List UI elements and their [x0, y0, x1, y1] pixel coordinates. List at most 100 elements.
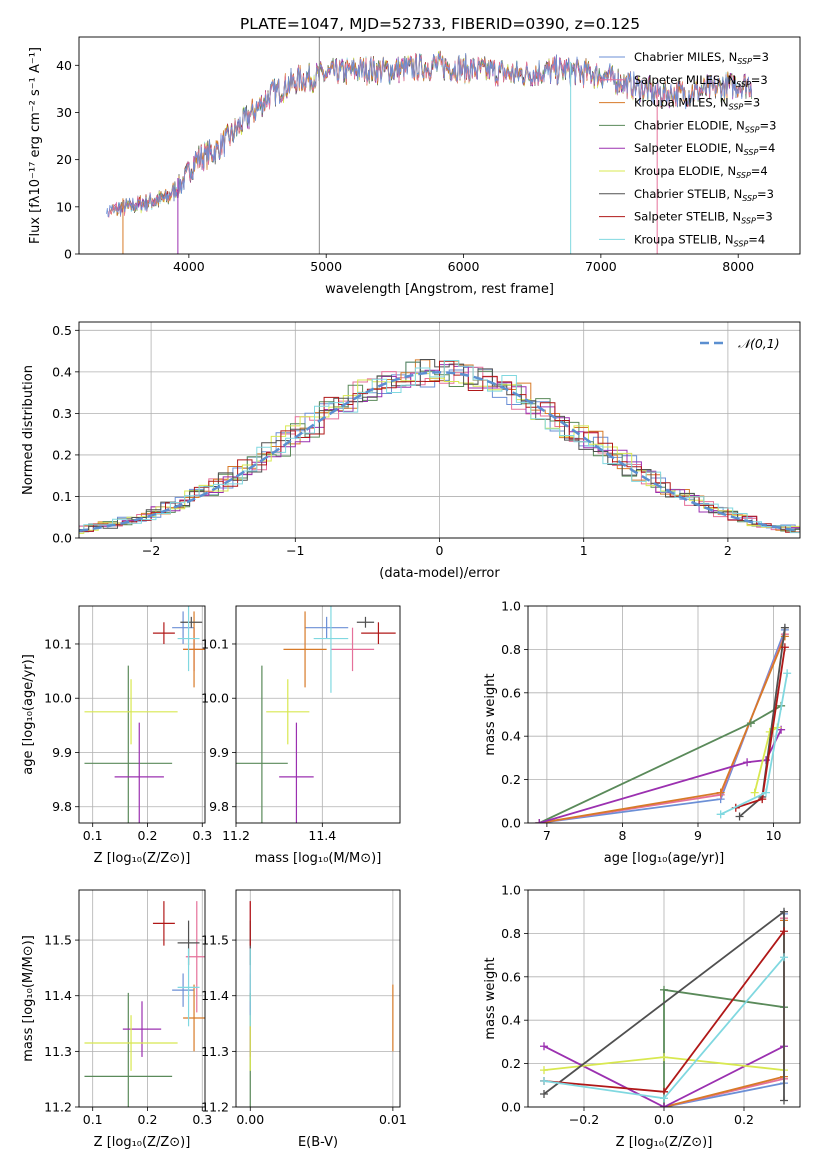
- y-tick-label: 0.4: [501, 1013, 521, 1028]
- x-tick-label: 9: [694, 828, 702, 843]
- y-tick-label: 11.5: [201, 933, 229, 948]
- x-tick-label: 7: [543, 828, 551, 843]
- x-tick-label: 7000: [585, 259, 617, 274]
- y-tick-label: 11.2: [201, 1100, 229, 1115]
- y-tick-label: 0.8: [501, 926, 521, 941]
- x-tick-label: 11.4: [308, 828, 336, 843]
- weight-marker: [660, 1103, 668, 1107]
- legend-label: Salpeter ELODIE, NSSP=4: [634, 141, 775, 157]
- weight-marker: [758, 795, 767, 804]
- y-tick-label: 20: [56, 152, 72, 167]
- plot-area-weight_vs_Z: [540, 907, 788, 1107]
- y-tick-label: 0.2: [52, 447, 72, 462]
- y-axis-label: mass weight: [483, 957, 498, 1039]
- axes-frame: [78, 605, 206, 824]
- weight-line: [663, 920, 785, 1107]
- normal-curve: [79, 371, 800, 532]
- y-tick-label: 0.2: [501, 1056, 521, 1071]
- y-tick-label: 0.8: [501, 642, 521, 657]
- plot-area-age_vs_mass: [236, 606, 396, 823]
- y-tick-label: 11.3: [201, 1044, 229, 1059]
- x-tick-label: 0.00: [236, 1112, 264, 1127]
- y-tick-label: 11.2: [44, 1100, 72, 1115]
- legend-label: Salpeter MILES, NSSP=3: [634, 73, 768, 89]
- x-tick-label: 0.3: [192, 828, 212, 843]
- x-tick-label: −0.2: [569, 1112, 599, 1127]
- axes-frame: [78, 889, 206, 1108]
- axes-frame: [78, 36, 801, 255]
- legend-label: 𝒩(0,1): [738, 336, 780, 351]
- y-tick-label: 11.4: [201, 988, 229, 1003]
- x-axis-label: (data-model)/error: [379, 566, 500, 581]
- x-axis-label: Z [log₁₀(Z/Z⊙)]: [616, 1135, 713, 1150]
- weight-marker: [660, 1053, 668, 1062]
- legend-label: Kroupa MILES, NSSP=3: [634, 96, 760, 112]
- y-tick-label: 0.6: [501, 685, 521, 700]
- legend-label: Kroupa STELIB, NSSP=4: [634, 232, 765, 248]
- x-axis-label: age [log₁₀(age/yr)]: [604, 851, 725, 866]
- x-tick-label: 0.3: [192, 1112, 212, 1127]
- plot-area-residuals: [79, 359, 800, 534]
- y-axis-label: mass weight: [483, 673, 498, 755]
- weight-marker: [535, 819, 544, 823]
- y-tick-label: 40: [56, 58, 72, 73]
- x-tick-label: 2: [724, 543, 732, 558]
- x-tick-label: 0: [436, 543, 444, 558]
- plot-area-mass_vs_Z: [84, 901, 205, 1107]
- y-tick-label: 1.0: [501, 883, 521, 898]
- x-tick-label: 0.2: [734, 1112, 754, 1127]
- x-tick-label: 8: [618, 828, 626, 843]
- y-axis-label: age [log₁₀(age/yr)]: [21, 654, 36, 775]
- weight-marker: [780, 927, 788, 936]
- x-tick-label: 0.01: [379, 1112, 407, 1127]
- y-tick-label: 0.0: [501, 816, 521, 831]
- x-axis-label: Z [log₁₀(Z/Z⊙)]: [94, 851, 191, 866]
- y-tick-label: 10.1: [44, 636, 72, 651]
- y-tick-label: 0.0: [501, 1100, 521, 1115]
- y-tick-label: 10.0: [201, 691, 229, 706]
- y-tick-label: 0.4: [52, 364, 72, 379]
- y-tick-label: 1.0: [501, 599, 521, 614]
- panel-age_vs_Z: 0.1 0.2 0.3 9.8 9.9 10.0 10.1 Z [log₁₀(Z/Z⊙)] ag…: [21, 605, 212, 866]
- y-tick-label: 10.0: [44, 691, 72, 706]
- axes-frame: [235, 605, 401, 824]
- weight-marker: [780, 643, 789, 652]
- y-tick-label: 11.5: [44, 933, 72, 948]
- legend-label: Chabrier STELIB, NSSP=3: [634, 187, 774, 203]
- x-axis-label: E(B-V): [298, 1135, 338, 1150]
- plot-area-mass_vs_ebv: [249, 901, 394, 1107]
- x-tick-label: 10: [766, 828, 782, 843]
- x-tick-label: 0.1: [83, 1112, 103, 1127]
- x-tick-label: −2: [142, 543, 160, 558]
- y-axis-label: Normed distribution: [21, 365, 36, 495]
- spectrum-line: [106, 53, 753, 218]
- x-tick-label: 4000: [173, 259, 205, 274]
- weight-marker: [780, 1096, 788, 1105]
- figure-title: PLATE=1047, MJD=52733, FIBERID=0390, z=0…: [240, 15, 640, 33]
- x-axis-label: Z [log₁₀(Z/Z⊙)]: [94, 1135, 191, 1150]
- axes-frame: [235, 889, 401, 1108]
- plot-area-weight_vs_age: [535, 623, 792, 823]
- y-tick-label: 0.2: [501, 772, 521, 787]
- y-tick-label: 0.1: [52, 489, 72, 504]
- y-tick-label: 0.3: [52, 406, 72, 421]
- y-tick-label: 9.8: [52, 799, 72, 814]
- x-tick-label: 11.2: [222, 828, 250, 843]
- weight-marker: [762, 788, 770, 797]
- x-axis-label: wavelength [Angstrom, rest frame]: [325, 282, 554, 297]
- y-tick-label: 0.0: [52, 531, 72, 546]
- weight-line: [663, 988, 785, 1107]
- axes-frame: [78, 321, 801, 539]
- x-axis-label: mass [log₁₀(M/M⊙)]: [255, 851, 382, 866]
- y-tick-label: 9.9: [209, 745, 229, 760]
- x-tick-label: 0.0: [654, 1112, 674, 1127]
- weight-marker: [743, 758, 752, 767]
- y-tick-label: 0.4: [501, 729, 521, 744]
- panel-mass_vs_ebv: 0.00 0.01 11.2 11.3 11.4 11.5 E(B-V): [201, 889, 407, 1150]
- x-tick-label: 8000: [722, 259, 754, 274]
- y-axis-label: Flux [fλ10⁻¹⁷ erg cm⁻² s⁻¹ A⁻¹]: [28, 47, 43, 244]
- y-tick-label: 10.1: [201, 636, 229, 651]
- x-tick-label: 5000: [310, 259, 342, 274]
- y-tick-label: 9.8: [209, 799, 229, 814]
